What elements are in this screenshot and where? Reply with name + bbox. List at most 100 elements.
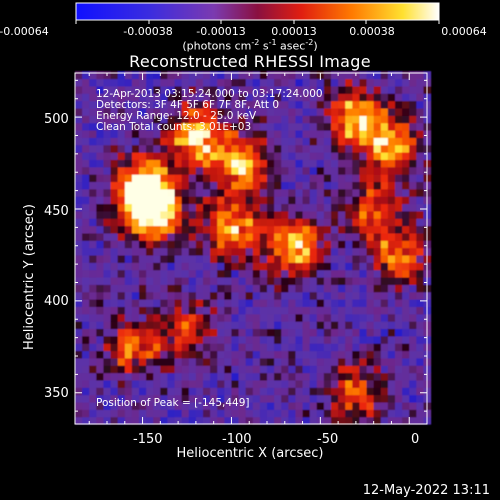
heatmap-cell bbox=[131, 107, 140, 116]
heatmap-cell bbox=[274, 365, 282, 374]
heatmap-cell bbox=[345, 379, 353, 388]
heatmap-cell bbox=[195, 262, 204, 271]
heatmap-cell bbox=[217, 240, 225, 249]
heatmap-cell bbox=[366, 284, 375, 293]
heatmap-cell bbox=[124, 299, 133, 307]
heatmap-cell bbox=[309, 409, 318, 418]
heatmap-cell bbox=[153, 379, 161, 388]
heatmap-cell bbox=[402, 379, 410, 388]
heatmap-cell bbox=[380, 78, 389, 87]
heatmap-cell bbox=[323, 93, 332, 102]
heatmap-cell bbox=[117, 269, 126, 278]
heatmap-cell bbox=[203, 166, 211, 175]
heatmap-cell bbox=[402, 85, 410, 94]
heatmap-cell bbox=[224, 188, 233, 197]
heatmap-cell bbox=[117, 137, 126, 146]
heatmap-cell bbox=[174, 100, 183, 109]
heatmap-cell bbox=[345, 254, 353, 263]
heatmap-cell bbox=[75, 284, 83, 293]
heatmap-cell bbox=[89, 299, 97, 307]
heatmap-cell bbox=[181, 350, 190, 359]
heatmap-cell bbox=[288, 210, 297, 219]
heatmap-cell bbox=[267, 365, 275, 374]
heatmap-cell bbox=[345, 365, 353, 374]
heatmap-cell bbox=[181, 328, 190, 337]
heatmap-cell bbox=[188, 321, 197, 330]
heatmap-cell bbox=[345, 232, 353, 241]
heatmap-cell bbox=[323, 262, 332, 271]
heatmap-cell bbox=[139, 181, 147, 190]
heatmap-cell bbox=[267, 262, 275, 271]
heatmap-cell bbox=[188, 254, 197, 263]
heatmap-cell bbox=[117, 232, 126, 241]
heatmap-cell bbox=[352, 210, 361, 219]
heatmap-cell bbox=[245, 218, 254, 227]
heatmap-cell bbox=[110, 387, 119, 396]
heatmap-cell bbox=[146, 107, 154, 116]
heatmap-cell bbox=[259, 262, 268, 271]
heatmap-cell bbox=[167, 218, 176, 227]
heatmap-cell bbox=[210, 262, 218, 271]
heatmap-cell bbox=[238, 137, 247, 146]
heatmap-cell bbox=[96, 401, 105, 410]
heatmap-cell bbox=[252, 328, 261, 337]
heatmap-cell bbox=[309, 122, 318, 131]
heatmap-cell bbox=[167, 299, 176, 307]
heatmap-cell bbox=[338, 328, 346, 337]
heatmap-cell bbox=[416, 159, 425, 168]
heatmap-cell bbox=[274, 159, 282, 168]
heatmap-cell bbox=[402, 350, 410, 359]
heatmap-cell bbox=[146, 129, 154, 138]
heatmap-cell bbox=[295, 416, 304, 425]
heatmap-cell bbox=[82, 262, 90, 271]
heatmap-cell bbox=[331, 196, 339, 205]
heatmap-cell bbox=[352, 218, 361, 227]
heatmap-cell bbox=[153, 129, 161, 138]
heatmap-cell bbox=[402, 313, 410, 322]
heatmap-cell bbox=[181, 240, 190, 249]
heatmap-cell bbox=[117, 144, 126, 153]
heatmap-cell bbox=[302, 144, 311, 153]
heatmap-cell bbox=[409, 85, 417, 94]
heatmap-cell bbox=[210, 350, 218, 359]
heatmap-cell bbox=[416, 71, 425, 80]
heatmap-cell bbox=[387, 365, 396, 374]
heatmap-cell bbox=[267, 166, 275, 175]
heatmap-cell bbox=[302, 387, 311, 396]
heatmap-cell bbox=[359, 254, 368, 263]
heatmap-cell bbox=[373, 313, 382, 322]
y-tick-label: 400 bbox=[44, 294, 69, 309]
heatmap-cell bbox=[153, 203, 161, 212]
heatmap-cell bbox=[96, 203, 105, 212]
heatmap-cell bbox=[387, 218, 396, 227]
heatmap-cell bbox=[131, 254, 140, 263]
heatmap-cell bbox=[281, 181, 289, 190]
heatmap-cell bbox=[288, 299, 297, 307]
heatmap-cell bbox=[231, 365, 240, 374]
heatmap-cell bbox=[167, 335, 176, 344]
heatmap-cell bbox=[274, 335, 282, 344]
heatmap-cell bbox=[352, 284, 361, 293]
heatmap-cell bbox=[416, 262, 425, 271]
heatmap-cell bbox=[203, 181, 211, 190]
heatmap-cell bbox=[203, 291, 211, 300]
heatmap-cell bbox=[117, 181, 126, 190]
heatmap-cell bbox=[160, 115, 169, 124]
heatmap-cell bbox=[409, 328, 417, 337]
heatmap-cell bbox=[131, 181, 140, 190]
heatmap-cell bbox=[174, 181, 183, 190]
heatmap-cell bbox=[295, 394, 304, 403]
heatmap-cell bbox=[366, 240, 375, 249]
heatmap-cell bbox=[139, 100, 147, 109]
heatmap-cell bbox=[323, 254, 332, 263]
heatmap-cell bbox=[238, 218, 247, 227]
heatmap-cell bbox=[380, 85, 389, 94]
heatmap-cell bbox=[281, 328, 289, 337]
heatmap-cell bbox=[366, 335, 375, 344]
heatmap-cell bbox=[409, 203, 417, 212]
heatmap-cell bbox=[281, 100, 289, 109]
heatmap-cell bbox=[259, 210, 268, 219]
heatmap-cell bbox=[309, 387, 318, 396]
heatmap-cell bbox=[131, 174, 140, 183]
heatmap-cell bbox=[117, 379, 126, 388]
